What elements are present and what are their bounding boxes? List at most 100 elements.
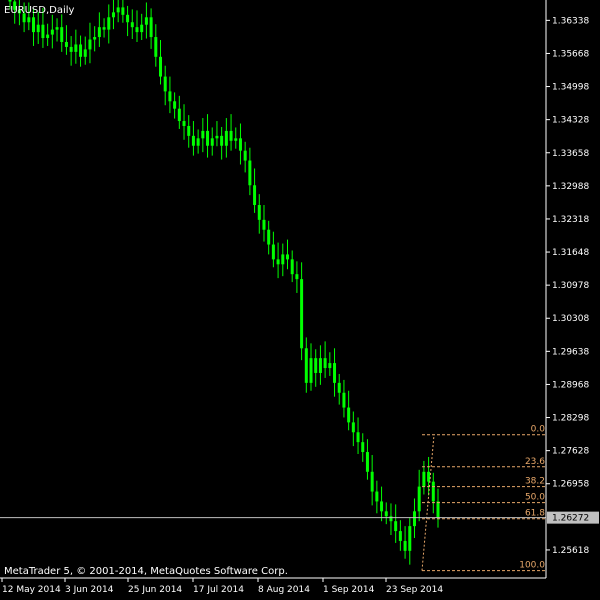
candle-body: [8, 0, 12, 2]
candle-body: [201, 130, 205, 139]
candle-body: [318, 358, 322, 373]
time-tick-label: 23 Sep 2014: [386, 585, 443, 595]
candle-body: [55, 27, 59, 30]
candle-body: [309, 358, 313, 383]
candle-body: [97, 27, 101, 38]
time-axis[interactable]: 12 May 2014 3 Jun 2014 25 Jun 2014 17 Jul 2…: [1, 578, 443, 595]
time-tick-label: 25 Jun 2014: [128, 585, 182, 595]
candle-body: [234, 138, 238, 141]
candle-body: [163, 76, 167, 92]
candle-body: [398, 531, 402, 541]
candle-body: [79, 44, 83, 57]
candle-body: [384, 511, 388, 517]
price-tick-label: 1.31648: [552, 248, 589, 258]
candle-body: [285, 254, 289, 260]
candle-body: [93, 37, 97, 40]
candle-body: [271, 244, 275, 260]
candle-body: [243, 150, 247, 161]
candle-body: [159, 56, 163, 77]
candle-body: [17, 9, 21, 14]
candle-body: [314, 358, 318, 373]
time-tick-label: 3 Jun 2014: [65, 585, 114, 595]
candle-body: [224, 130, 228, 146]
candle-body: [403, 540, 407, 551]
price-tick-label: 1.28968: [552, 380, 589, 390]
candle-body: [126, 14, 130, 23]
candle-body: [149, 17, 153, 38]
candle-body: [111, 12, 115, 18]
candle-body: [276, 259, 280, 265]
candle-body: [342, 392, 346, 408]
candle-body: [281, 254, 285, 265]
price-tick-label: 1.27628: [552, 447, 589, 457]
candle-body: [333, 363, 337, 383]
price-tick-label: 1.36338: [552, 16, 589, 26]
price-axis[interactable]: 1.36338 1.35668 1.34998 1.34328 1.33658 1.329…: [546, 16, 599, 556]
candle-body: [177, 108, 181, 122]
candle-body: [50, 29, 54, 35]
candle-body: [389, 516, 393, 522]
candle-body: [370, 471, 374, 492]
candle-body: [13, 1, 17, 10]
candle-body: [267, 229, 271, 245]
candle-body: [32, 17, 36, 33]
candle-body: [238, 138, 242, 151]
candle-body: [102, 27, 106, 30]
candle-body: [182, 121, 186, 126]
candle-body: [427, 471, 431, 482]
candle-body: [64, 41, 68, 47]
candle-body: [361, 442, 365, 453]
price-tick-label: 1.30978: [552, 281, 589, 291]
price-tick-label: 1.26958: [552, 480, 589, 490]
time-tick-label: 1 Sep 2014: [323, 585, 375, 595]
price-tick-label: 1.28298: [552, 414, 589, 424]
candle-body: [191, 135, 195, 146]
fib-trend-line[interactable]: [421, 434, 435, 571]
price-tick-label: 1.35668: [552, 49, 589, 59]
price-tick-label: 1.34998: [552, 83, 589, 93]
price-tick-label: 1.29638: [552, 347, 589, 357]
candle-body: [422, 471, 426, 487]
candle-body: [27, 17, 31, 23]
price-tick-label: 1.30308: [552, 314, 589, 324]
candle-body: [130, 22, 134, 28]
candle-body: [210, 138, 214, 146]
candle-body: [220, 135, 224, 146]
candle-body: [337, 382, 341, 393]
candle-body: [295, 274, 299, 280]
candle-body: [41, 24, 45, 39]
current-price-tag: [547, 511, 599, 524]
candle-body: [154, 37, 158, 57]
candle-body: [408, 526, 412, 551]
fibonacci-retracement[interactable]: 0.0 23.6 38.2 50.0 61.8 100.0: [421, 425, 546, 572]
fib-level-label: 61.8: [525, 509, 545, 519]
price-tick-label: 1.25618: [552, 546, 589, 556]
candle-body: [351, 422, 355, 433]
candle-body: [262, 219, 266, 230]
candle-body: [290, 259, 294, 275]
chart-title: EURUSD,Daily: [4, 5, 75, 16]
candle-body: [83, 49, 87, 57]
candle-body: [417, 486, 421, 512]
candle-body: [375, 491, 379, 502]
candle-body: [88, 39, 92, 50]
candle-body: [140, 24, 144, 33]
candle-body: [196, 138, 200, 146]
candle-body: [116, 7, 120, 13]
candle-body: [248, 160, 252, 186]
fib-level-label: 23.6: [525, 457, 545, 467]
time-tick-label: 17 Jul 2014: [193, 585, 244, 595]
candle-body: [135, 27, 139, 33]
fib-level-label: 100.0: [519, 561, 545, 571]
candle-body: [436, 501, 440, 518]
candle-body: [206, 130, 210, 146]
candle-body: [323, 358, 327, 369]
candle-body: [187, 125, 191, 136]
candle-body: [304, 348, 308, 383]
fib-level-label: 38.2: [525, 477, 545, 487]
candle-body: [69, 46, 73, 52]
price-candles: [8, 0, 440, 565]
candle-body: [22, 13, 26, 23]
candle-body: [431, 481, 435, 502]
candle-body: [356, 432, 360, 443]
